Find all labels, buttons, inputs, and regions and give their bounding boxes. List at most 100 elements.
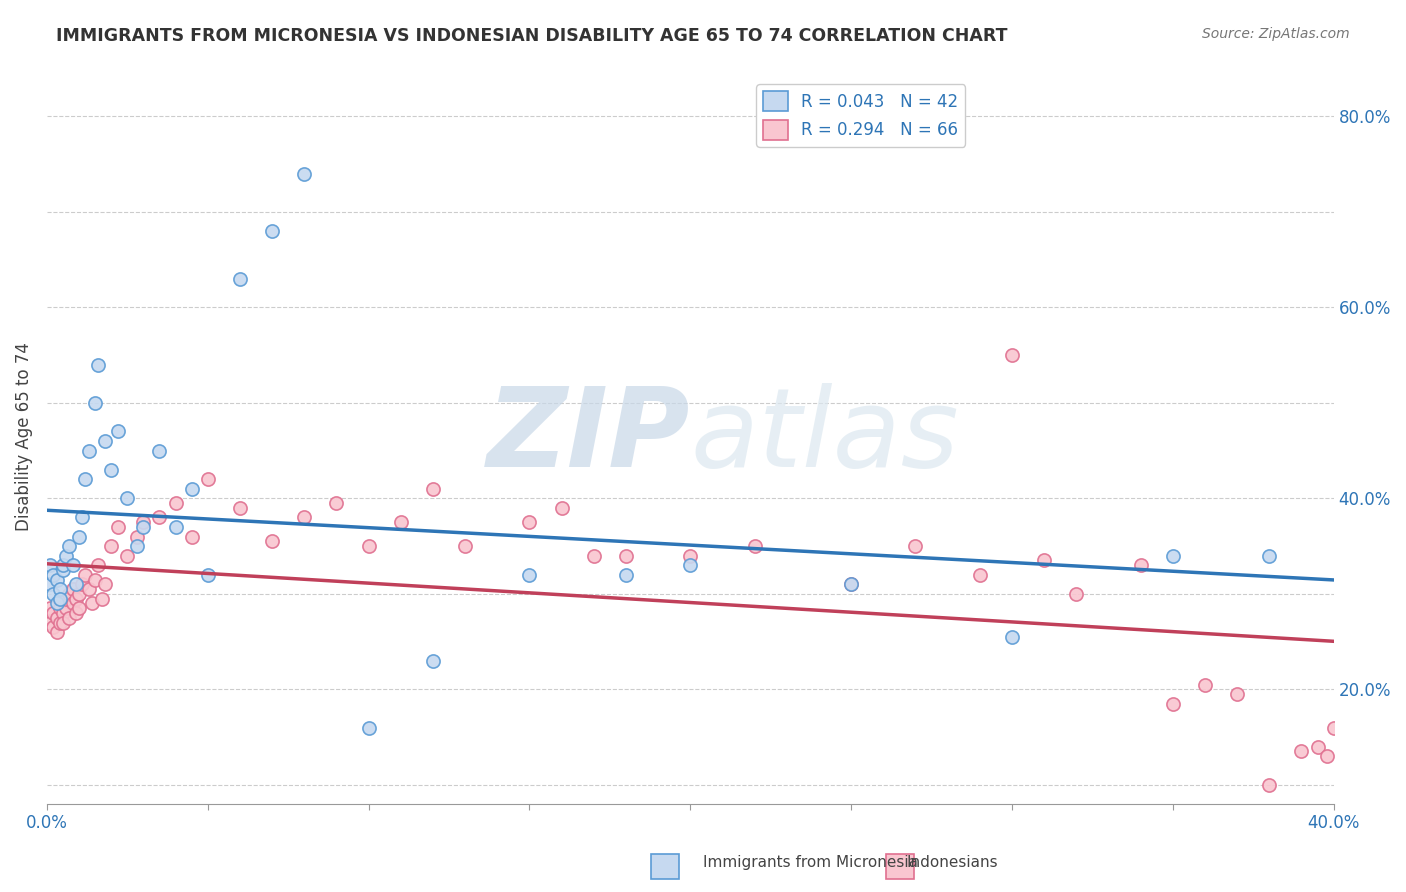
- Point: [117, 549, 139, 563]
- Point: [1306, 739, 1329, 754]
- Point: [1001, 630, 1024, 644]
- Point: [65, 606, 87, 620]
- Point: [1291, 744, 1313, 758]
- Point: [84, 396, 107, 410]
- Point: [45, 596, 67, 610]
- Point: [1064, 587, 1087, 601]
- Point: [39, 577, 62, 591]
- Point: [55, 591, 77, 606]
- Point: [679, 549, 702, 563]
- Point: [325, 496, 347, 510]
- Point: [62, 582, 84, 596]
- Point: [45, 625, 67, 640]
- Point: [75, 567, 97, 582]
- Point: [52, 563, 75, 577]
- Point: [1161, 549, 1184, 563]
- Point: [1033, 553, 1056, 567]
- Point: [107, 520, 129, 534]
- Point: [58, 539, 80, 553]
- Point: [519, 567, 541, 582]
- Point: [107, 425, 129, 439]
- Point: [42, 587, 65, 601]
- Point: [454, 539, 477, 553]
- Point: [77, 443, 100, 458]
- Point: [58, 611, 80, 625]
- Point: [197, 567, 219, 582]
- Point: [90, 591, 112, 606]
- Point: [75, 472, 97, 486]
- Point: [125, 539, 148, 553]
- Point: [1258, 778, 1281, 792]
- Point: [839, 577, 862, 591]
- Point: [1194, 677, 1216, 691]
- Point: [39, 615, 62, 630]
- Point: [125, 530, 148, 544]
- Point: [180, 482, 202, 496]
- Point: [87, 358, 110, 372]
- Point: [117, 491, 139, 506]
- Point: [679, 558, 702, 573]
- Point: [58, 587, 80, 601]
- Point: [49, 615, 72, 630]
- Point: [550, 500, 572, 515]
- Point: [55, 549, 77, 563]
- Text: atlas: atlas: [690, 383, 959, 490]
- Point: [148, 443, 170, 458]
- Point: [1226, 687, 1249, 701]
- Point: [519, 515, 541, 529]
- Point: [52, 558, 75, 573]
- Point: [94, 434, 117, 448]
- Point: [262, 534, 284, 549]
- Point: [49, 601, 72, 615]
- Point: [62, 558, 84, 573]
- Point: [80, 596, 103, 610]
- Point: [45, 611, 67, 625]
- Point: [148, 510, 170, 524]
- Point: [292, 510, 315, 524]
- Point: [100, 539, 122, 553]
- Point: [39, 558, 62, 573]
- Point: [49, 582, 72, 596]
- Point: [357, 539, 380, 553]
- Point: [389, 515, 412, 529]
- Point: [67, 601, 90, 615]
- Point: [49, 591, 72, 606]
- Point: [77, 582, 100, 596]
- Point: [72, 577, 94, 591]
- Point: [165, 520, 187, 534]
- Point: [1001, 348, 1024, 362]
- Point: [614, 567, 637, 582]
- Point: [84, 573, 107, 587]
- Point: [744, 539, 766, 553]
- Point: [65, 577, 87, 591]
- Point: [55, 601, 77, 615]
- Point: [52, 606, 75, 620]
- Point: [165, 496, 187, 510]
- Point: [229, 500, 252, 515]
- Point: [62, 596, 84, 610]
- Point: [292, 167, 315, 181]
- Text: ZIP: ZIP: [486, 383, 690, 490]
- Point: [65, 591, 87, 606]
- Point: [100, 463, 122, 477]
- Point: [132, 515, 155, 529]
- Text: Immigrants from Micronesia: Immigrants from Micronesia: [703, 855, 918, 870]
- Y-axis label: Disability Age 65 to 74: Disability Age 65 to 74: [15, 342, 32, 531]
- Point: [197, 472, 219, 486]
- Point: [42, 567, 65, 582]
- Legend: R = 0.043   N = 42, R = 0.294   N = 66: R = 0.043 N = 42, R = 0.294 N = 66: [756, 84, 965, 146]
- Point: [1323, 721, 1346, 735]
- Point: [94, 577, 117, 591]
- Point: [614, 549, 637, 563]
- Point: [357, 721, 380, 735]
- Point: [422, 482, 444, 496]
- Point: [39, 601, 62, 615]
- Point: [67, 587, 90, 601]
- Point: [422, 654, 444, 668]
- Text: Indonesians: Indonesians: [907, 855, 998, 870]
- Point: [904, 539, 927, 553]
- Point: [42, 606, 65, 620]
- Point: [1316, 749, 1339, 764]
- Point: [839, 577, 862, 591]
- Point: [132, 520, 155, 534]
